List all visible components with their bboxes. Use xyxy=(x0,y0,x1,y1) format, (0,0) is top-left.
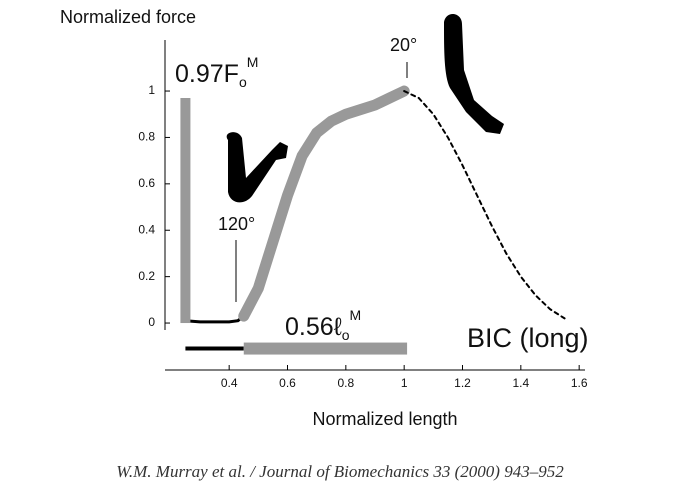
force-label: 0.97FoM xyxy=(175,54,258,90)
x-tick-label: 0.8 xyxy=(337,376,354,390)
x-tick-label: 1.6 xyxy=(571,376,588,390)
angle-label: 120° xyxy=(218,214,255,234)
x-tick-label: 1.2 xyxy=(454,376,471,390)
length-label-main: 0.56ℓ xyxy=(285,313,343,341)
x-axis-label: Normalized length xyxy=(312,409,457,429)
series-line xyxy=(183,314,246,324)
series-line xyxy=(238,85,410,322)
y-tick-label: 0.4 xyxy=(138,222,155,236)
arm-extended xyxy=(444,13,504,134)
length-label: 0.56ℓoM xyxy=(285,307,361,343)
length-label-sub: o xyxy=(342,327,350,343)
y-tick-label: 1 xyxy=(148,83,155,97)
angle-label: 20° xyxy=(390,35,417,55)
series-line xyxy=(403,90,566,320)
y-tick-label: 0.2 xyxy=(138,269,155,283)
length-bar xyxy=(243,342,408,355)
force-label-sup: M xyxy=(247,54,259,70)
length-label-sup: M xyxy=(350,307,362,323)
y-tick-label: 0.6 xyxy=(138,176,155,190)
force-label-sub: o xyxy=(239,74,247,90)
caption: W.M. Murray et al. / Journal of Biomecha… xyxy=(116,462,564,481)
muscle-label: BIC (long) xyxy=(467,323,589,353)
x-tick-label: 1 xyxy=(401,376,408,390)
y-tick-label: 0 xyxy=(148,315,155,329)
y-tick-label: 0.8 xyxy=(138,130,155,144)
force-bar xyxy=(180,98,191,324)
x-tick-label: 0.6 xyxy=(279,376,296,390)
y-axis-label: Normalized force xyxy=(60,7,196,27)
x-tick-label: 0.4 xyxy=(221,376,238,390)
arm-flexed xyxy=(226,132,288,203)
x-tick-label: 1.4 xyxy=(512,376,529,390)
force-label-main: 0.97F xyxy=(175,60,239,88)
